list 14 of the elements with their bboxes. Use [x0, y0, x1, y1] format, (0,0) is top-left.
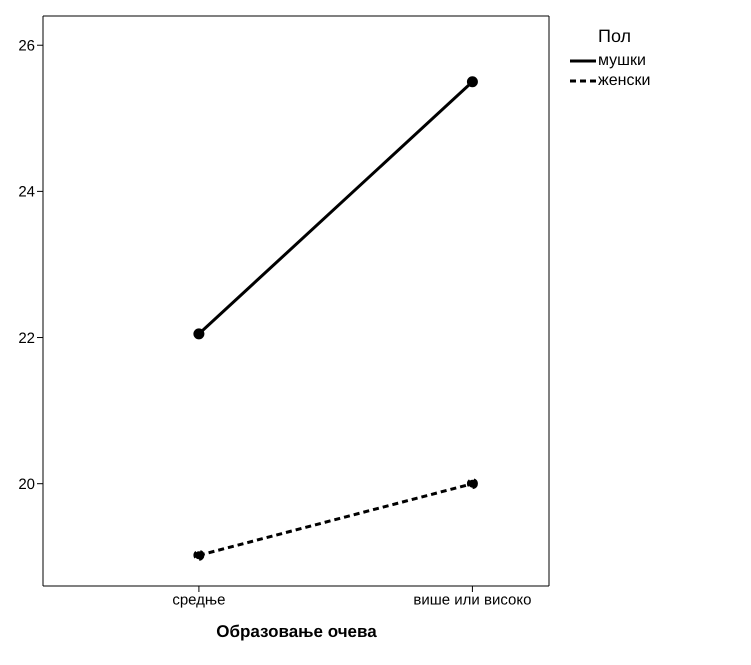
y-tick-label: 24: [18, 184, 35, 201]
y-tick-label: 26: [18, 38, 35, 55]
point: [466, 478, 478, 490]
point: [466, 76, 478, 88]
y-tick-label: 22: [18, 330, 35, 347]
x-axis-title: Образовање очева: [215, 622, 378, 642]
x-tick-label: средње: [172, 592, 226, 609]
x-tick-label: више или високо: [413, 592, 532, 609]
point: [193, 550, 204, 561]
point: [193, 328, 204, 340]
legend-label: женски: [598, 72, 650, 90]
y-tick-label: 20: [18, 476, 35, 494]
legend-label: мушки: [598, 52, 646, 70]
legend-title: Пол: [598, 26, 632, 47]
